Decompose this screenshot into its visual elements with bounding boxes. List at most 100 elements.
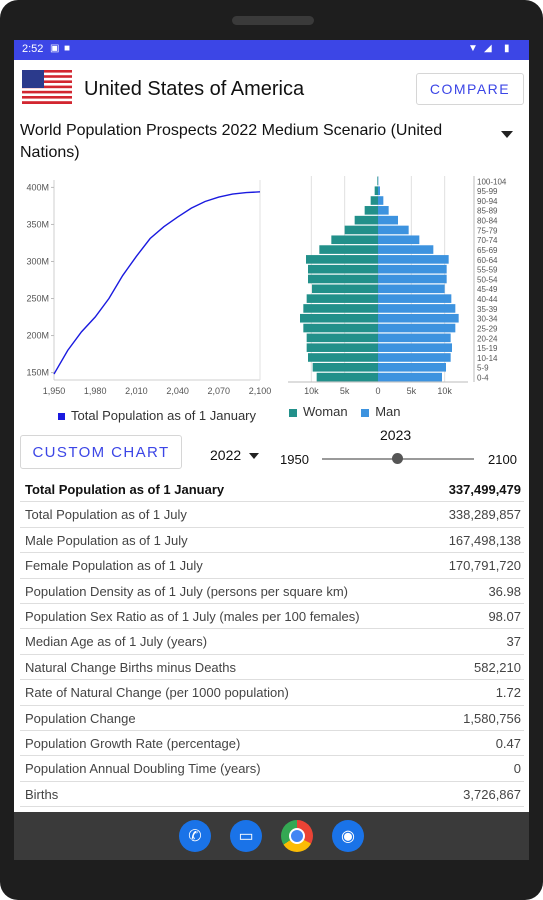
woman-bar (308, 264, 378, 274)
stats-row: Population Change 1,580,756 (20, 706, 524, 731)
man-bar (378, 264, 447, 274)
population-line-chart: 400M 350M 300M 250M 200M 150M 1,950 1,980 2,010 2… (26, 180, 271, 396)
stats-row: Total Population as of 1 July 338,289,857 (20, 502, 524, 528)
woman-bar (303, 323, 378, 333)
wifi-icon: ▼ (468, 43, 478, 54)
line-chart-y-tick-label: 350M (26, 219, 49, 229)
age-group-label: 65-69 (477, 246, 498, 255)
woman-legend-label: Woman (303, 404, 348, 419)
stat-label: Male Population as of 1 July (25, 532, 188, 548)
status-bar: 2:52 ▣ ■ ▼ ◢ ▮ (14, 40, 529, 60)
battery-icon: ▮ (504, 43, 510, 54)
man-bar (378, 196, 384, 205)
dataset-title[interactable]: World Population Prospects 2022 Medium S… (20, 122, 443, 161)
messages-icon[interactable]: ▭ (230, 820, 262, 852)
man-bar (378, 353, 451, 362)
storage-icon: ■ (64, 43, 71, 54)
pyramid-legend: Woman Man (289, 404, 400, 419)
line-chart-y-tick-label: 200M (26, 331, 49, 341)
stat-label: Median Age as of 1 July (years) (25, 634, 208, 650)
woman-bar (354, 215, 378, 225)
stats-row: Rate of Natural Change (per 1000 populat… (20, 680, 524, 706)
stat-value: 338,289,857 (448, 507, 521, 523)
stat-label: Population Density as of 1 July (persons… (25, 583, 348, 599)
line-legend-label: Total Population as of 1 January (71, 408, 257, 423)
line-chart-x-tick-label: 1,980 (84, 386, 107, 396)
stats-row: Population Annual Doubling Time (years) 0 (20, 756, 524, 782)
man-swatch (361, 408, 370, 417)
chrome-icon[interactable] (281, 820, 313, 852)
man-bar (378, 235, 420, 245)
stat-label: Rate of Natural Change (per 1000 populat… (25, 685, 289, 701)
stat-value: 1,580,756 (463, 710, 521, 726)
age-group-label: 100-104 (477, 177, 507, 186)
man-bar (378, 206, 389, 215)
year-select-value: 2022 (210, 447, 242, 463)
year-select[interactable]: 2022 (210, 447, 260, 463)
line-chart-y-tick-label: 300M (26, 256, 49, 266)
woman-bar (306, 333, 378, 343)
line-chart-legend: Total Population as of 1 January (58, 408, 256, 423)
age-group-label: 20-24 (477, 334, 498, 343)
stat-label: Natural Change Births minus Deaths (25, 659, 236, 675)
man-bar (378, 255, 449, 264)
year-slider-thumb[interactable] (392, 453, 403, 464)
stats-row: Male Population as of 1 July 167,498,138 (20, 528, 524, 554)
woman-bar (303, 304, 378, 313)
pyramid-x-tick-label: 10k (437, 386, 452, 396)
slider-min-label: 1950 (280, 452, 309, 467)
age-group-label: 15-19 (477, 344, 498, 353)
man-bar (378, 304, 456, 313)
woman-bar (312, 284, 378, 294)
woman-bar (306, 343, 378, 352)
line-chart-y-tick-label: 250M (26, 294, 49, 304)
signal-icon: ◢ (484, 43, 492, 54)
age-group-label: 90-94 (477, 197, 498, 206)
stat-value: 37 (506, 634, 521, 650)
man-bar (378, 225, 409, 235)
sim-icon: ▣ (50, 43, 60, 54)
woman-bar (370, 196, 378, 205)
age-group-label: 35-39 (477, 305, 498, 314)
age-group-label: 75-79 (477, 226, 498, 235)
man-bar (378, 372, 442, 382)
line-chart-x-tick-label: 2,100 (249, 386, 272, 396)
status-time: 2:52 (22, 43, 44, 55)
woman-swatch (289, 408, 297, 417)
dataset-dropdown-icon[interactable] (501, 131, 513, 138)
age-group-label: 95-99 (477, 187, 498, 196)
line-chart-x-tick-label: 2,040 (166, 386, 189, 396)
charts: 400M 350M 300M 250M 200M 150M 1,950 1,980 2,010 2… (26, 176, 507, 396)
woman-bar (331, 235, 378, 245)
stats-table: Total Population as of 1 January 337,499,… (20, 477, 524, 833)
dock-bar: ✆ ▭ ◉ (14, 812, 529, 860)
man-bar (378, 186, 380, 196)
woman-bar (374, 186, 378, 196)
camera-icon[interactable]: ◉ (332, 820, 364, 852)
stat-label: Population Sex Ratio as of 1 July (males… (25, 608, 360, 624)
man-bar (378, 333, 451, 343)
woman-bar (312, 362, 378, 372)
man-bar (378, 323, 456, 333)
custom-chart-button[interactable]: CUSTOM CHART (20, 435, 182, 469)
man-bar (378, 215, 398, 225)
pyramid-x-tick-label: 0 (375, 386, 380, 396)
stat-value: 0 (513, 761, 521, 777)
woman-bar (316, 372, 378, 382)
woman-bar (308, 353, 378, 362)
stats-row: Total Population as of 1 January 337,499,… (20, 477, 524, 503)
legend-line-swatch (58, 413, 65, 420)
woman-bar (306, 294, 378, 303)
woman-bar (300, 313, 378, 323)
stats-row: Median Age as of 1 July (years) 37 (20, 629, 524, 655)
stat-label: Female Population as of 1 July (25, 558, 203, 574)
year-dropdown-icon (249, 453, 260, 460)
woman-bar (344, 225, 378, 235)
age-group-label: 5-9 (477, 364, 489, 373)
line-chart-x-tick-label: 2,070 (208, 386, 231, 396)
compare-button[interactable]: COMPARE (416, 73, 524, 105)
woman-bar (377, 176, 378, 186)
phone-icon[interactable]: ✆ (179, 820, 211, 852)
stat-value: 170,791,720 (448, 558, 521, 574)
age-group-label: 40-44 (477, 295, 498, 304)
